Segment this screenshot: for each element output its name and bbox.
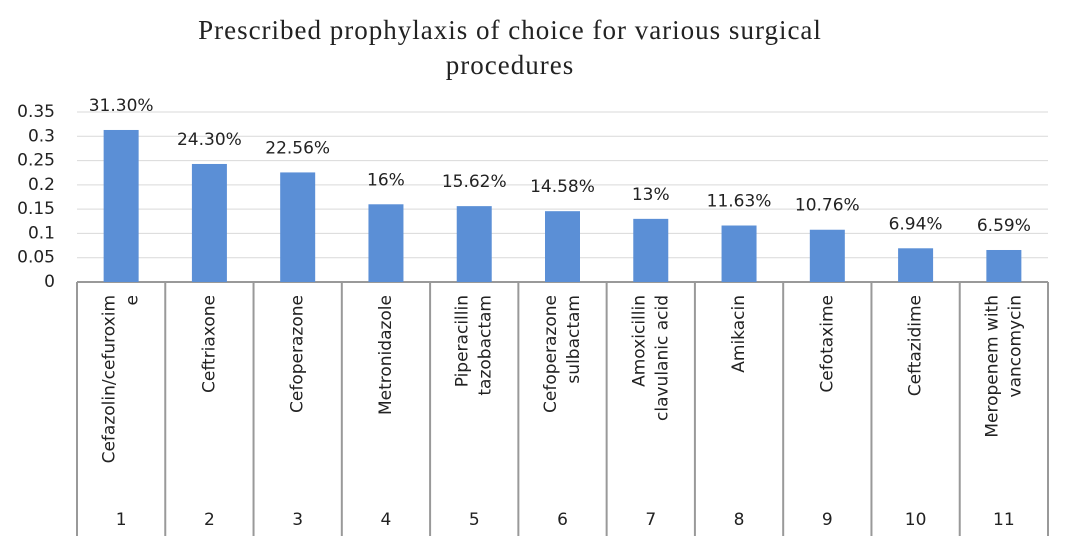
category-name: Cefoperazone <box>541 295 561 413</box>
y-tick-label: 0.3 <box>28 126 55 146</box>
data-label: 22.56% <box>265 138 330 158</box>
category-name: Ceftazidime <box>906 295 926 396</box>
bar <box>809 229 845 282</box>
y-tick-label: 0.25 <box>17 151 55 171</box>
x-tick-label: 9 <box>822 510 833 530</box>
data-label: 10.76% <box>795 196 860 216</box>
bar <box>898 248 934 282</box>
category-name: Ceftriaxone <box>199 295 219 393</box>
x-tick-label: 5 <box>469 510 480 530</box>
bar <box>633 218 669 282</box>
bar <box>456 206 492 282</box>
category-name: Amoxicillin <box>629 295 649 387</box>
x-tick-label: 7 <box>645 510 656 530</box>
category-name: Amikacin <box>729 295 749 373</box>
bar <box>368 204 404 282</box>
x-tick-label: 8 <box>734 510 745 530</box>
bar <box>545 211 580 282</box>
x-tick-label: 3 <box>292 510 303 530</box>
category-name: Cefotaxime <box>817 295 837 393</box>
x-tick-label: 1 <box>116 510 127 530</box>
data-label: 14.58% <box>530 177 595 197</box>
x-tick-label: 11 <box>993 510 1015 530</box>
category-name: Piperacillin <box>453 295 473 387</box>
data-label: 13% <box>632 185 670 205</box>
bar <box>986 249 1022 282</box>
x-tick-label: 2 <box>204 510 215 530</box>
category-name: Meropenem with <box>982 295 1002 438</box>
y-tick-label: 0.15 <box>17 199 55 219</box>
y-tick-label: 0 <box>44 272 55 292</box>
category-name: clavulanic acid <box>652 295 672 421</box>
data-label: 24.30% <box>177 130 242 150</box>
category-name: e <box>123 295 143 305</box>
bar <box>103 129 139 282</box>
data-label: 6.94% <box>889 214 943 234</box>
data-label: 16% <box>367 170 405 190</box>
category-name: vancomycin <box>1005 295 1025 397</box>
bar <box>721 225 757 282</box>
y-tick-label: 0.1 <box>28 223 55 243</box>
category-name: sulbactam <box>564 295 584 384</box>
x-tick-label: 4 <box>381 510 392 530</box>
y-tick-label: 0.2 <box>28 175 55 195</box>
category-name: Cefoperazone <box>288 295 308 413</box>
data-label: 15.62% <box>442 172 507 192</box>
y-tick-label: 0.05 <box>17 248 55 268</box>
x-tick-label: 6 <box>557 510 568 530</box>
x-tick-label: 10 <box>905 510 927 530</box>
chart-title: Prescribed prophylaxis of choice for var… <box>198 15 822 45</box>
data-label: 31.30% <box>89 96 154 116</box>
data-label: 11.63% <box>707 192 772 212</box>
bar <box>280 172 316 282</box>
category-name: tazobactam <box>476 295 496 396</box>
y-tick-label: 0.35 <box>17 102 55 122</box>
chart-title: procedures <box>446 50 574 80</box>
bar <box>191 163 227 282</box>
data-label: 6.59% <box>977 216 1031 236</box>
category-name: Cefazolin/cefuroxim <box>100 295 120 463</box>
category-name: Metronidazole <box>376 295 396 415</box>
